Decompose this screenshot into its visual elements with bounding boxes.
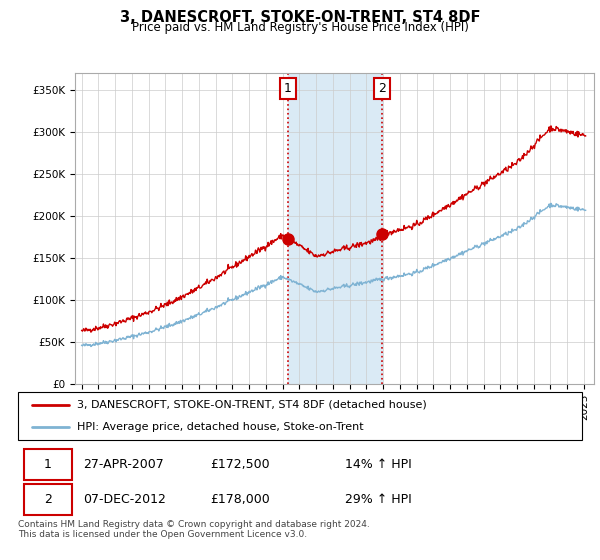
Text: 3, DANESCROFT, STOKE-ON-TRENT, ST4 8DF: 3, DANESCROFT, STOKE-ON-TRENT, ST4 8DF — [120, 10, 480, 25]
Text: 07-DEC-2012: 07-DEC-2012 — [83, 493, 166, 506]
Text: 2: 2 — [378, 82, 386, 95]
FancyBboxPatch shape — [23, 484, 71, 515]
Text: 29% ↑ HPI: 29% ↑ HPI — [345, 493, 412, 506]
Text: 27-APR-2007: 27-APR-2007 — [83, 458, 164, 472]
Text: 2: 2 — [44, 493, 52, 506]
Text: HPI: Average price, detached house, Stoke-on-Trent: HPI: Average price, detached house, Stok… — [77, 422, 364, 432]
Text: 14% ↑ HPI: 14% ↑ HPI — [345, 458, 412, 472]
Text: £178,000: £178,000 — [210, 493, 269, 506]
FancyBboxPatch shape — [23, 449, 71, 480]
Text: 3, DANESCROFT, STOKE-ON-TRENT, ST4 8DF (detached house): 3, DANESCROFT, STOKE-ON-TRENT, ST4 8DF (… — [77, 400, 427, 410]
Text: 1: 1 — [284, 82, 292, 95]
Text: 1: 1 — [44, 458, 52, 472]
Text: Price paid vs. HM Land Registry's House Price Index (HPI): Price paid vs. HM Land Registry's House … — [131, 21, 469, 34]
Text: Contains HM Land Registry data © Crown copyright and database right 2024.
This d: Contains HM Land Registry data © Crown c… — [18, 520, 370, 539]
FancyBboxPatch shape — [18, 392, 582, 440]
Text: £172,500: £172,500 — [210, 458, 269, 472]
